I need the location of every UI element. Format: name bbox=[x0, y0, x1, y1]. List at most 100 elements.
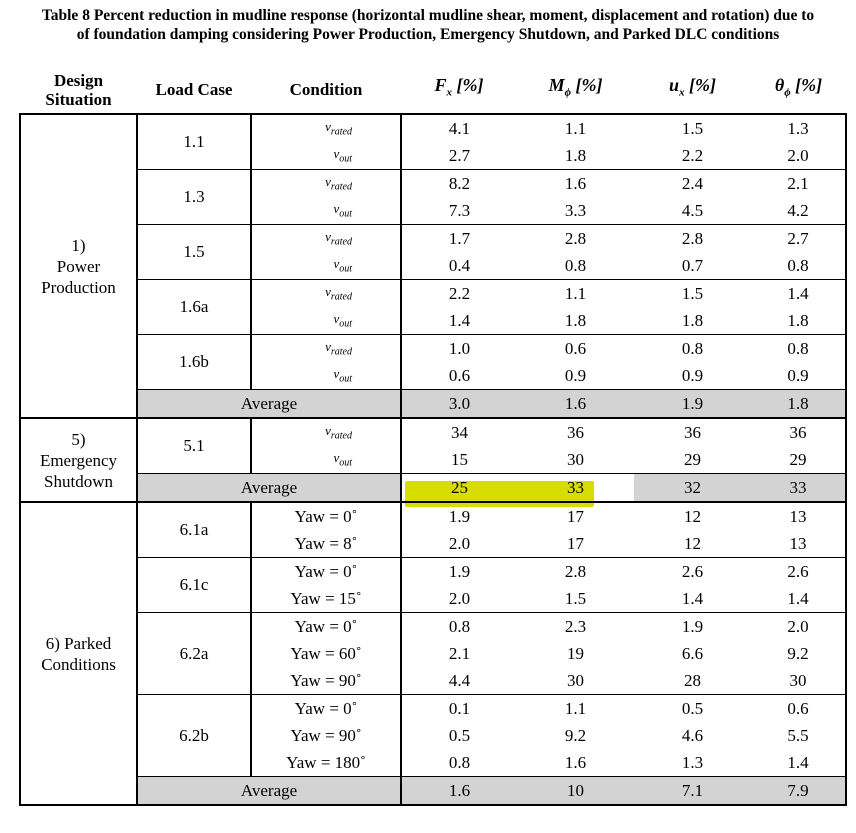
results-table: Design Situation Load Case Condition Fx [… bbox=[19, 66, 847, 806]
value-cell: 4.1 bbox=[401, 113, 517, 142]
value-cell: 13 bbox=[751, 530, 847, 558]
value-cell: 0.4 bbox=[448, 255, 471, 275]
design-situation-line: 1) bbox=[71, 235, 86, 255]
condition-symbol: v bbox=[333, 256, 340, 272]
value-cell: 2.2 bbox=[401, 279, 517, 307]
value-cell: 1.6 bbox=[517, 169, 634, 197]
design-situation-line: Emergency bbox=[39, 450, 118, 470]
caption-line-1: Table 8 Percent reduction in mudline res… bbox=[41, 7, 815, 24]
value-cell: 1.5 bbox=[634, 113, 751, 142]
table-row: Yaw = 90˚ 0.5 9.2 4.6 5.5 bbox=[20, 722, 847, 749]
load-case-cell: 1.1 bbox=[137, 113, 252, 170]
value-cell: 1.8 bbox=[564, 145, 587, 165]
condition-subscript: out bbox=[339, 153, 352, 165]
condition-subscript: out bbox=[339, 373, 352, 385]
header-condition: Condition bbox=[251, 66, 401, 115]
average-value-text: 33 bbox=[789, 477, 807, 497]
design-situation-line: Power bbox=[56, 256, 101, 276]
condition-subscript: rated bbox=[330, 181, 352, 193]
value-cell: 15 bbox=[451, 449, 468, 469]
value-cell: 0.8 bbox=[564, 255, 587, 275]
average-row: Average 3.0 1.6 1.9 1.8 bbox=[20, 389, 847, 419]
table-row: 1.6b vrated 1.0 0.6 0.8 0.8 bbox=[20, 334, 847, 390]
value-cell: 1.5 bbox=[564, 588, 587, 608]
average-value-text: 7.1 bbox=[681, 780, 704, 800]
value-cell: 1.4 bbox=[751, 749, 847, 777]
average-value: 1.6 bbox=[400, 776, 517, 806]
average-value: 33 bbox=[517, 473, 634, 503]
table-row: Yaw = 8˚ 2.0 17 12 13 bbox=[20, 530, 847, 558]
table-row: 6.2b Yaw = 0˚ 0.1 1.1 0.5 0.6 bbox=[20, 694, 847, 777]
average-value-text: 25 bbox=[451, 477, 468, 497]
value-cell: 1.9 bbox=[401, 501, 517, 530]
value-cell: 2.1 bbox=[448, 643, 471, 663]
value-cell: 1.8 bbox=[681, 310, 704, 330]
value-cell: 4.4 bbox=[448, 670, 471, 690]
table-row: 1.6a vrated 2.2 1.1 1.5 1.4 bbox=[20, 279, 847, 335]
condition-cell: Yaw = 8˚ bbox=[251, 530, 402, 558]
table-header: Design Situation Load Case Condition Fx [… bbox=[20, 66, 846, 115]
value-cell: 0.6 bbox=[751, 694, 847, 722]
condition-symbol: v bbox=[325, 174, 331, 190]
value-cell: 2.8 bbox=[634, 224, 751, 252]
value-cell: 1.4 bbox=[751, 585, 847, 613]
value-cell: 0.9 bbox=[681, 365, 704, 385]
table-row: 1.5 vrated 1.7 2.8 2.8 2.7 bbox=[20, 224, 847, 280]
value-cell: 1.4 bbox=[751, 279, 847, 307]
value-cell: 0.8 bbox=[401, 612, 517, 640]
value-cell: 2.0 bbox=[448, 533, 471, 553]
load-case-cell: 6.2b bbox=[137, 694, 252, 777]
average-value-text: 1.8 bbox=[787, 393, 809, 413]
design-situation-line: 5) bbox=[71, 429, 86, 449]
value-cell: 8.2 bbox=[401, 169, 517, 197]
condition-subscript: out bbox=[339, 318, 352, 330]
average-value: 3.0 bbox=[400, 389, 517, 419]
value-cell: 34 bbox=[401, 417, 517, 446]
table-row: 5) Emergency Shutdown 5.1 vrated 34 36 36 36 bbox=[19, 417, 847, 503]
table-caption: Table 8 Percent reduction in mudline res… bbox=[0, 6, 856, 44]
table-row: 6) Parked Conditions 6.1a Yaw = 0˚ 1.9 17 12 13 bbox=[19, 501, 847, 806]
condition-cell: vout bbox=[251, 197, 402, 225]
value-cell: 30 bbox=[567, 449, 584, 469]
value-cell: 9.2 bbox=[751, 640, 847, 667]
value-cell: 2.0 bbox=[448, 588, 471, 608]
value-cell: 1.5 bbox=[634, 279, 751, 307]
header-displacement: ux [%] bbox=[634, 66, 751, 115]
condition-cell: vrated bbox=[251, 224, 402, 252]
value-cell: 1.1 bbox=[517, 279, 634, 307]
average-value: 1.6 bbox=[517, 389, 634, 419]
average-value: 10 bbox=[517, 776, 634, 806]
value-cell: 1.7 bbox=[401, 224, 517, 252]
condition-symbol: v bbox=[325, 423, 331, 439]
average-value: 7.9 bbox=[751, 776, 847, 806]
value-cell: 36 bbox=[751, 417, 847, 446]
table-row: Yaw = 15˚ 2.0 1.5 1.4 1.4 bbox=[20, 585, 847, 613]
load-case-cell: 1.6a bbox=[137, 279, 252, 335]
value-cell: 2.6 bbox=[751, 557, 847, 585]
value-cell: 12 bbox=[684, 533, 701, 553]
value-cell: 0.8 bbox=[751, 252, 847, 280]
condition-symbol: v bbox=[325, 229, 331, 245]
load-case-cell: 1.6b bbox=[137, 334, 252, 390]
value-cell: 1.8 bbox=[564, 310, 587, 330]
condition-subscript: out bbox=[339, 208, 352, 220]
average-value-text: 33 bbox=[567, 477, 584, 497]
table-row: 6.1c Yaw = 0˚ 1.9 2.8 2.6 2.6 bbox=[20, 557, 847, 613]
value-cell: 1.1 bbox=[517, 113, 634, 142]
average-value: 1.8 bbox=[751, 389, 847, 419]
condition-subscript: rated bbox=[330, 430, 352, 442]
header-rotation: θϕ [%] bbox=[751, 66, 846, 115]
condition-subscript: rated bbox=[330, 126, 352, 138]
condition-cell: Yaw = 0˚ bbox=[251, 694, 402, 722]
value-cell: 13 bbox=[751, 501, 847, 530]
value-cell: 30 bbox=[751, 667, 847, 695]
load-case-cell: 6.1a bbox=[137, 501, 252, 558]
value-cell: 0.7 bbox=[681, 255, 704, 275]
value-cell: 4.6 bbox=[681, 725, 704, 745]
value-cell: 2.4 bbox=[634, 169, 751, 197]
design-situation-cell: 5) Emergency Shutdown bbox=[19, 417, 138, 503]
header-design-situation: Design Situation bbox=[20, 66, 137, 115]
condition-subscript: rated bbox=[330, 291, 352, 303]
condition-symbol: v bbox=[333, 146, 340, 162]
condition-symbol: v bbox=[333, 201, 340, 217]
